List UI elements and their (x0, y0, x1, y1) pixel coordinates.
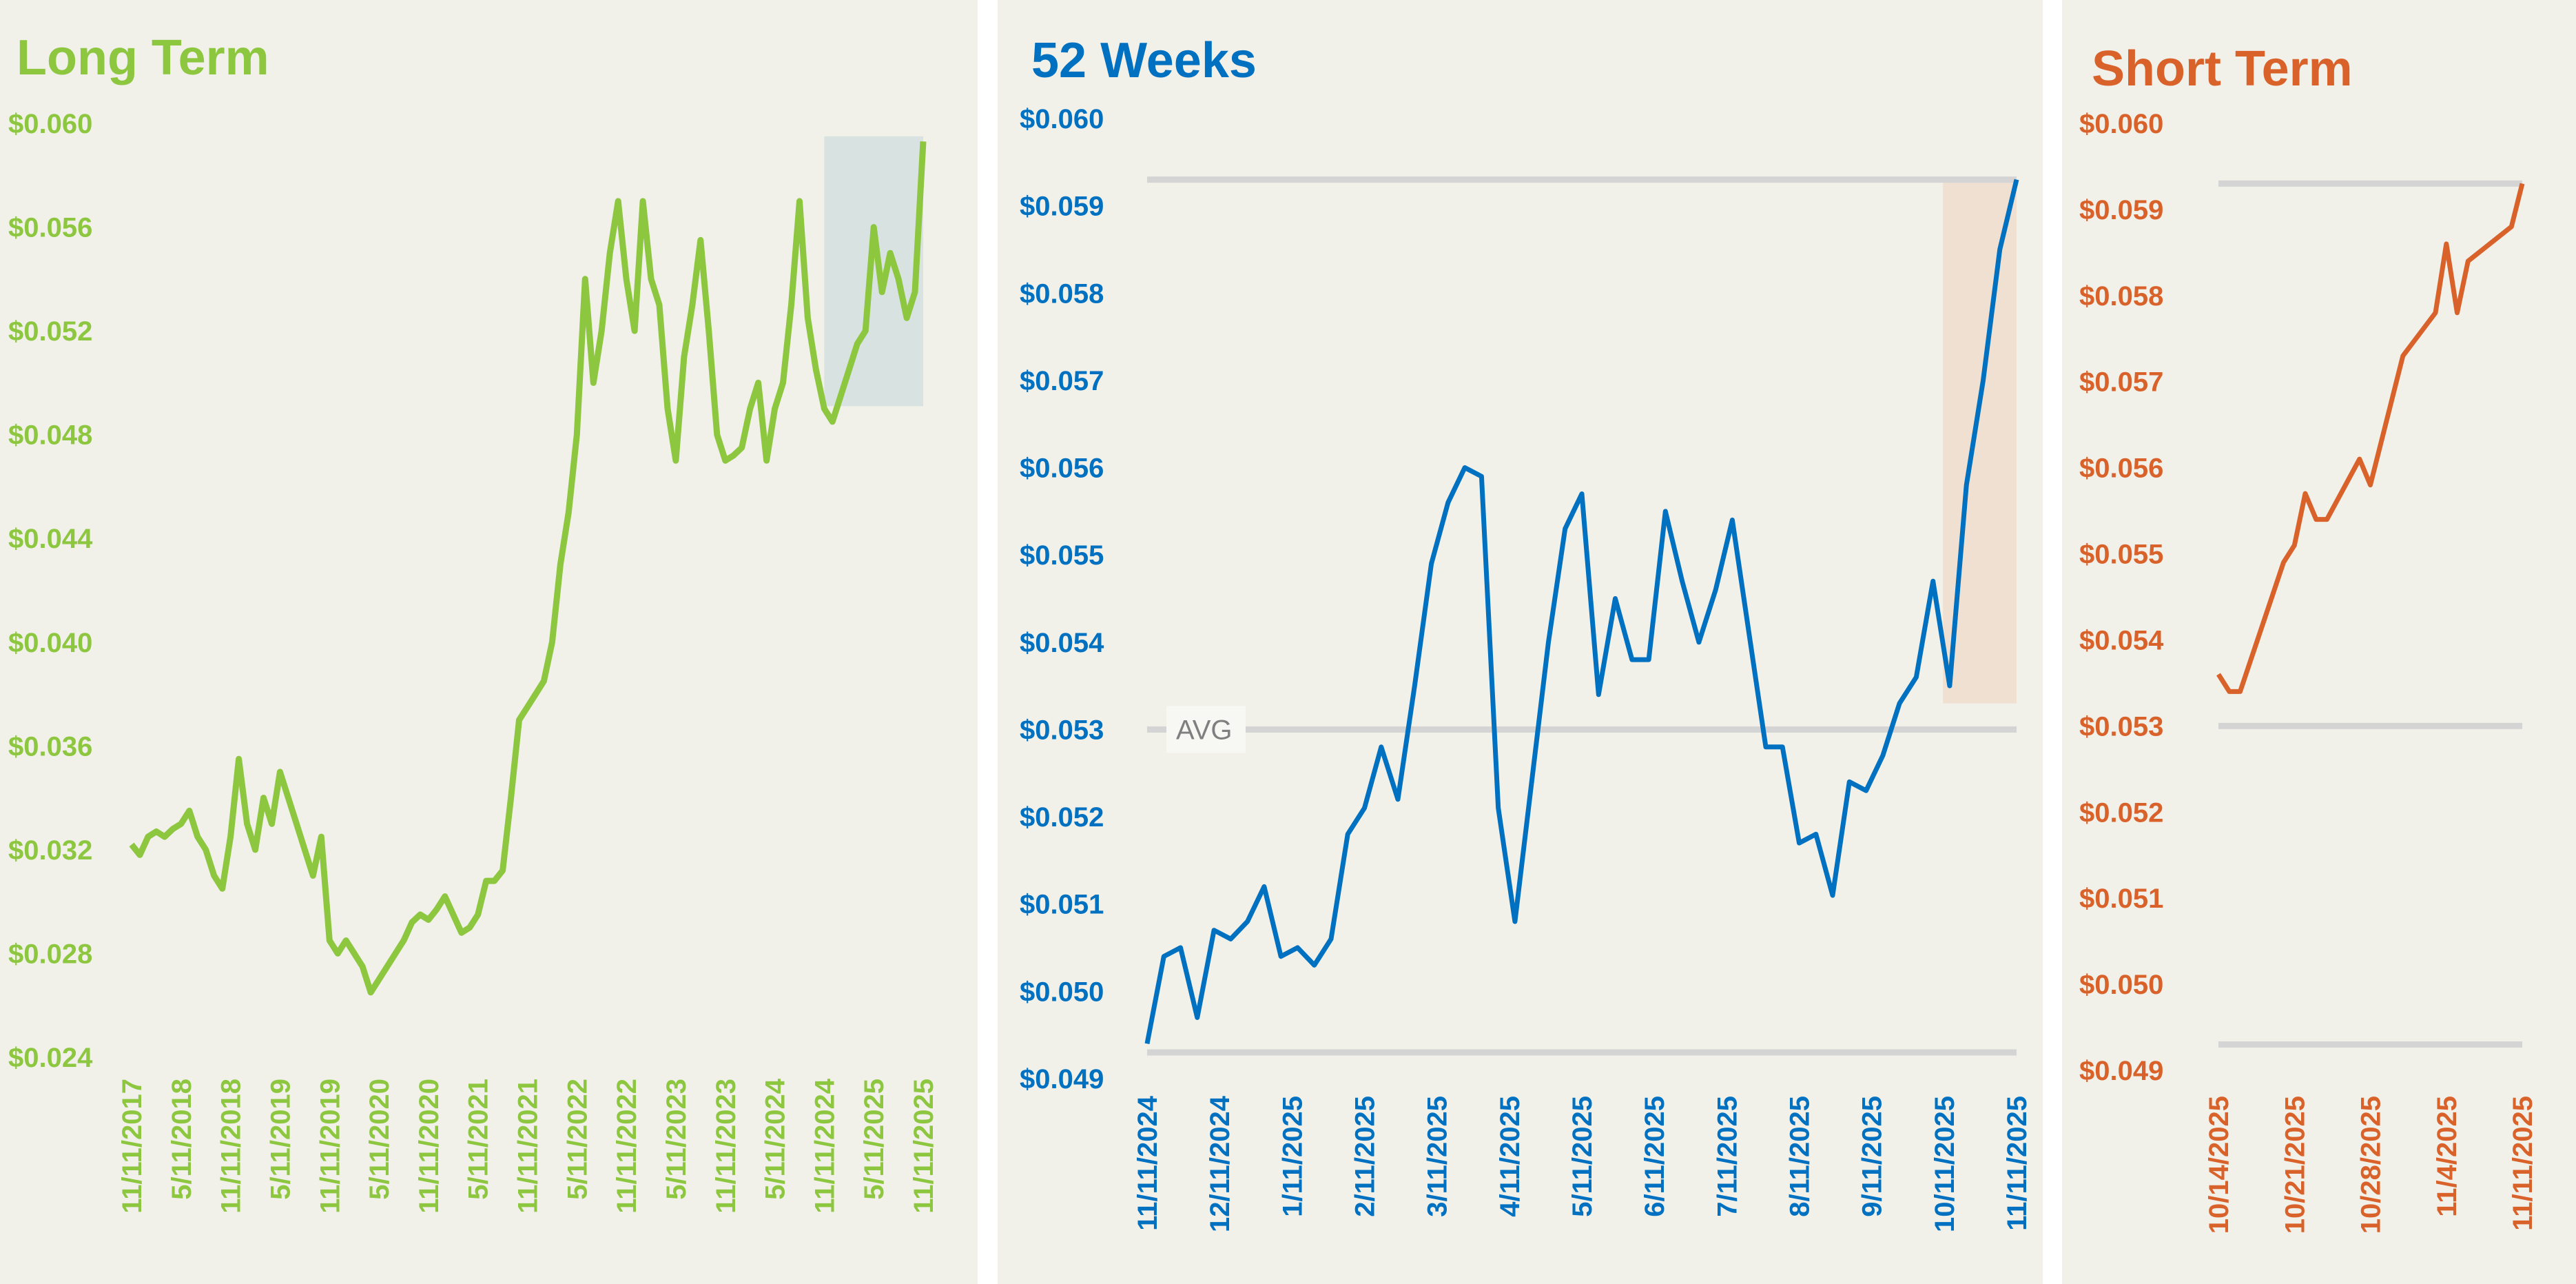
long-term-title: Long Term (17, 30, 269, 85)
x-tick-label: 11/11/2025 (909, 1079, 939, 1214)
y-tick-label: $0.048 (8, 420, 92, 451)
y-tick-label: $0.053 (1020, 715, 1104, 745)
x-tick-label: 8/11/2025 (1785, 1096, 1815, 1217)
avg-label-box (1166, 706, 1246, 753)
avg-label: AVG (1176, 715, 1233, 745)
y-tick-label: $0.051 (2079, 884, 2163, 914)
x-tick-label: 6/11/2025 (1640, 1096, 1670, 1217)
y-tick-label: $0.036 (8, 731, 92, 762)
y-tick-label: $0.056 (2079, 454, 2163, 484)
y-tick-label: $0.052 (1020, 802, 1104, 833)
y-tick-label: $0.028 (8, 939, 92, 969)
y-tick-label: $0.049 (2079, 1056, 2163, 1086)
x-tick-label: 11/11/2022 (612, 1079, 642, 1214)
long-term-chart: $0.024 $0.028 $0.032 $0.036 $0.040 $0.044 $0.0… (8, 109, 939, 1214)
y-tick-label: $0.056 (1020, 454, 1104, 484)
x-tick-label: 11/11/2021 (513, 1079, 544, 1214)
x-tick-label: 11/11/2020 (414, 1079, 444, 1214)
x-tick-label: 10/14/2025 (2204, 1096, 2234, 1234)
x-tick-label: 5/11/2021 (464, 1079, 494, 1200)
x-tick-label: 5/11/2022 (562, 1079, 593, 1200)
y-tick-label: $0.054 (1020, 628, 1104, 658)
y-tick-label: $0.053 (2079, 711, 2163, 742)
y-tick-label: $0.051 (1020, 890, 1104, 920)
x-tick-label: 11/11/2025 (2002, 1096, 2032, 1231)
long-term-panel (0, 0, 978, 1284)
y-tick-label: $0.054 (2079, 625, 2164, 655)
y-tick-label: $0.055 (1020, 540, 1104, 571)
y-tick-label: $0.050 (2079, 970, 2163, 1000)
y-tick-label: $0.040 (8, 628, 92, 658)
y-tick-label: $0.059 (2079, 195, 2163, 225)
x-tick-label: 11/11/2019 (315, 1079, 345, 1214)
weeks-title: 52 Weeks (1031, 33, 1257, 88)
weeks-panel (998, 0, 2043, 1284)
x-tick-label: 5/11/2020 (364, 1079, 395, 1200)
x-tick-label: 11/4/2025 (2432, 1096, 2462, 1217)
x-tick-label: 11/11/2023 (711, 1079, 741, 1214)
x-tick-label: 2/11/2025 (1350, 1096, 1381, 1217)
y-tick-label: $0.024 (8, 1043, 93, 1073)
x-tick-label: 5/11/2025 (859, 1079, 889, 1200)
x-tick-label: 12/11/2024 (1205, 1095, 1235, 1232)
weeks-price-line (1144, 179, 2019, 1044)
y-tick-label: $0.052 (8, 316, 92, 347)
y-tick-label: $0.055 (2079, 540, 2163, 570)
short-price-line (2216, 183, 2525, 694)
long-price-line (129, 141, 927, 996)
long-highlight-region (824, 136, 923, 407)
y-tick-label: $0.044 (8, 524, 93, 554)
y-tick-label: $0.060 (2079, 109, 2163, 139)
short-term-chart: $0.049 $0.050 $0.051 $0.052 $0.053 $0.054 $0.0… (2079, 109, 2538, 1234)
x-tick-label: 11/11/2024 (1133, 1095, 1163, 1231)
x-tick-label: 5/11/2018 (167, 1079, 197, 1200)
y-tick-label: $0.058 (2079, 281, 2163, 312)
y-tick-label: $0.032 (8, 835, 92, 866)
x-tick-label: 11/11/2018 (216, 1079, 247, 1214)
x-tick-label: 11/11/2024 (810, 1078, 840, 1214)
weeks-chart: AVG $0.049 $0.050 $0.051 $0.052 $0.053 $0.054 $… (1020, 104, 2032, 1232)
short-term-panel (2062, 0, 2576, 1284)
short-term-title: Short Term (2092, 41, 2353, 96)
y-tick-label: $0.057 (2079, 367, 2163, 398)
y-tick-label: $0.057 (1020, 366, 1104, 396)
x-tick-label: 10/11/2025 (1930, 1096, 1960, 1232)
x-tick-label: 3/11/2025 (1423, 1096, 1453, 1217)
y-tick-label: $0.049 (1020, 1064, 1104, 1094)
x-tick-label: 5/11/2023 (661, 1079, 692, 1200)
x-tick-label: 11/11/2017 (117, 1079, 147, 1214)
x-tick-label: 7/11/2025 (1712, 1096, 1742, 1217)
x-tick-label: 1/11/2025 (1277, 1096, 1308, 1217)
y-tick-label: $0.060 (8, 109, 92, 139)
x-tick-label: 5/11/2025 (1567, 1096, 1598, 1217)
y-tick-label: $0.058 (1020, 278, 1104, 309)
x-tick-label: 5/11/2019 (265, 1079, 296, 1200)
y-tick-label: $0.052 (2079, 797, 2163, 828)
y-tick-label: $0.059 (1020, 192, 1104, 222)
x-tick-label: 10/28/2025 (2356, 1096, 2387, 1234)
x-tick-label: 11/11/2025 (2508, 1096, 2538, 1231)
x-tick-label: 10/21/2025 (2280, 1096, 2310, 1234)
x-tick-label: 5/11/2024 (761, 1078, 791, 1199)
y-tick-label: $0.050 (1020, 977, 1104, 1007)
x-tick-label: 4/11/2025 (1495, 1096, 1525, 1217)
x-tick-label: 9/11/2025 (1857, 1096, 1888, 1217)
y-tick-label: $0.060 (1020, 104, 1104, 134)
y-tick-label: $0.056 (8, 213, 92, 243)
